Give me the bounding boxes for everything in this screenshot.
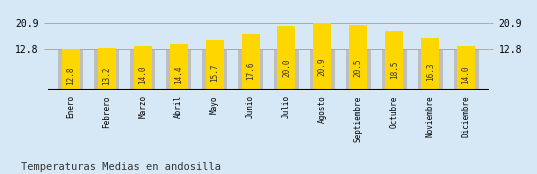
Bar — [62, 49, 80, 90]
Bar — [242, 34, 259, 90]
Text: 13.2: 13.2 — [103, 66, 111, 85]
Bar — [274, 50, 299, 90]
Text: 15.7: 15.7 — [210, 64, 219, 82]
Bar — [166, 50, 191, 90]
Bar — [350, 25, 367, 90]
Bar — [457, 46, 475, 90]
Bar — [314, 23, 331, 90]
Bar — [202, 50, 227, 90]
Text: 16.3: 16.3 — [426, 63, 434, 81]
Text: 14.0: 14.0 — [138, 65, 147, 84]
Text: 20.9: 20.9 — [318, 58, 327, 76]
Text: 20.5: 20.5 — [354, 58, 363, 77]
Text: 14.4: 14.4 — [174, 65, 183, 84]
Bar — [238, 50, 263, 90]
Bar — [385, 31, 403, 90]
Bar — [170, 44, 187, 90]
Bar — [418, 50, 443, 90]
Bar — [454, 50, 478, 90]
Bar — [134, 46, 152, 90]
Text: 17.6: 17.6 — [246, 61, 255, 80]
Text: 14.0: 14.0 — [462, 65, 470, 84]
Text: 18.5: 18.5 — [390, 60, 399, 79]
Bar — [382, 50, 407, 90]
Bar — [421, 38, 439, 90]
Bar — [346, 50, 371, 90]
Text: 12.8: 12.8 — [67, 67, 75, 85]
Bar — [310, 50, 335, 90]
Bar — [130, 50, 155, 90]
Text: Temperaturas Medias en andosilla: Temperaturas Medias en andosilla — [21, 162, 221, 172]
Text: 20.0: 20.0 — [282, 59, 291, 77]
Bar — [206, 40, 223, 90]
Bar — [98, 48, 116, 90]
Bar — [278, 26, 295, 90]
Bar — [94, 50, 119, 90]
Bar — [59, 50, 83, 90]
